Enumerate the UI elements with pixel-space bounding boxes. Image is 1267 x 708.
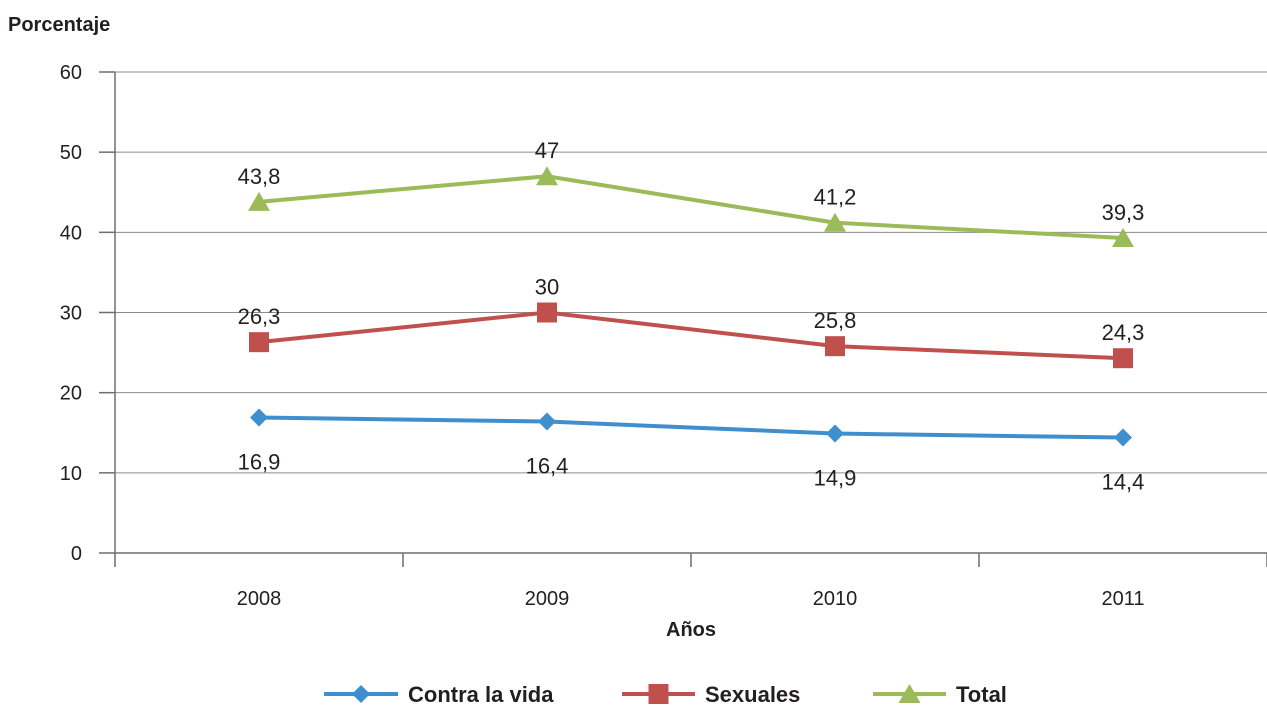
data-label-total: 47	[535, 138, 559, 163]
x-tick-label: 2008	[237, 588, 282, 610]
data-label-sexuales: 26,3	[238, 304, 281, 329]
x-axis-title: Años	[666, 619, 716, 641]
data-label-sexuales: 24,3	[1102, 320, 1145, 345]
series-line-sexuales	[258, 310, 1124, 361]
data-label-contra-la-vida: 14,4	[1102, 470, 1145, 495]
x-tick-label: 2009	[525, 588, 570, 610]
y-tick-label: 60	[60, 62, 82, 84]
y-tick-label: 0	[71, 543, 82, 565]
series-line-total	[258, 174, 1124, 240]
data-point-sexuales	[249, 332, 269, 353]
x-tick-label: 2010	[813, 588, 858, 610]
x-tick-label: 2011	[1101, 588, 1144, 610]
data-label-total: 39,3	[1102, 200, 1145, 225]
data-label-sexuales: 30	[535, 275, 559, 300]
data-point-total	[536, 166, 558, 186]
data-point-sexuales	[1113, 348, 1133, 369]
legend-marker-sexuales	[648, 684, 669, 704]
series-line-contra-la-vida	[258, 415, 1124, 440]
data-label-contra-la-vida: 14,9	[814, 466, 857, 491]
legend-label-sexuales: Sexuales	[705, 682, 800, 707]
data-label-sexuales: 25,8	[814, 308, 857, 333]
data-point-contra-la-vida	[250, 408, 268, 427]
data-label-total: 43,8	[238, 164, 281, 189]
data-point-contra-la-vida	[826, 424, 844, 443]
data-label-total: 41,2	[814, 185, 857, 210]
y-tick-label: 50	[60, 142, 82, 164]
y-tick-label: 20	[60, 383, 82, 405]
y-tick-label: 30	[60, 303, 82, 325]
data-point-total	[1112, 227, 1134, 247]
data-point-sexuales	[825, 336, 845, 357]
data-label-contra-la-vida: 16,9	[238, 450, 281, 475]
data-point-contra-la-vida	[1114, 428, 1132, 447]
legend-marker-total	[898, 684, 921, 703]
data-point-total	[824, 212, 846, 232]
legend-marker-contra-la-vida	[352, 685, 370, 703]
data-label-contra-la-vida: 16,4	[526, 454, 569, 479]
y-tick-label: 40	[60, 222, 82, 244]
data-point-sexuales	[537, 302, 557, 323]
legend-label-total: Total	[956, 682, 1007, 707]
legend-label-contra-la-vida: Contra la vida	[408, 682, 554, 707]
data-point-total	[248, 191, 270, 211]
y-tick-label: 10	[60, 463, 82, 485]
y-axis-title: Porcentaje	[8, 14, 111, 36]
data-point-contra-la-vida	[538, 412, 556, 431]
